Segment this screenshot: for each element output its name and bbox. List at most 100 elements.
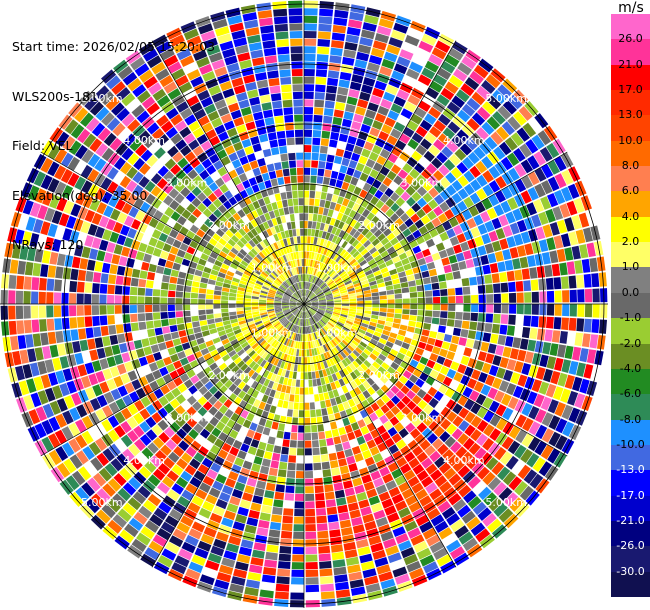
velocity-gate (300, 311, 303, 319)
velocity-gate (258, 417, 267, 427)
velocity-gate (341, 527, 353, 536)
velocity-gate (78, 328, 87, 340)
velocity-gate (583, 364, 594, 379)
velocity-gate (358, 328, 366, 335)
velocity-gate (324, 312, 332, 316)
velocity-gate (439, 365, 450, 376)
velocity-gate (505, 455, 519, 470)
velocity-gate (308, 291, 313, 298)
velocity-gate (96, 452, 110, 467)
velocity-gate (293, 309, 299, 315)
velocity-gate (395, 390, 406, 400)
velocity-gate (279, 392, 285, 401)
velocity-gate (91, 122, 106, 137)
velocity-gate (554, 304, 562, 316)
velocity-gate (237, 390, 247, 400)
velocity-gate (136, 348, 145, 358)
velocity-gate (325, 491, 335, 500)
velocity-gate (160, 312, 168, 319)
velocity-gate (338, 332, 345, 339)
velocity-gate (127, 228, 137, 239)
velocity-gate (285, 122, 294, 131)
velocity-gate (290, 53, 303, 62)
velocity-gate (336, 450, 346, 460)
velocity-gate (102, 368, 113, 380)
velocity-gate (333, 17, 348, 26)
velocity-gate (361, 371, 370, 380)
velocity-gate (164, 206, 175, 218)
velocity-gate (326, 299, 334, 302)
velocity-gate (450, 262, 460, 272)
velocity-gate (359, 442, 369, 453)
velocity-gate (475, 201, 486, 214)
velocity-gate (136, 110, 150, 124)
velocity-gate (312, 244, 317, 252)
velocity-gate (376, 278, 384, 284)
velocity-gate (330, 285, 338, 290)
velocity-gate (102, 229, 112, 241)
range-ring-label: 1.00km (316, 327, 358, 340)
velocity-gate (426, 508, 441, 520)
velocity-gate (137, 313, 146, 322)
velocity-gate (443, 467, 457, 480)
velocity-gate (344, 549, 358, 559)
velocity-gate (238, 320, 247, 325)
velocity-gate (500, 156, 513, 171)
velocity-gate (327, 77, 339, 87)
velocity-gate (26, 378, 37, 394)
velocity-gate (376, 73, 390, 84)
velocity-gate (337, 343, 345, 351)
velocity-gate (101, 147, 115, 162)
velocity-gate (422, 415, 434, 427)
velocity-gate (331, 551, 345, 561)
velocity-gate (293, 206, 299, 214)
velocity-gate (140, 396, 151, 408)
velocity-gate (504, 492, 519, 507)
velocity-gate (355, 334, 363, 341)
velocity-gate (250, 439, 260, 448)
velocity-gate (350, 371, 358, 380)
velocity-gate (108, 325, 117, 335)
velocity-gate (311, 304, 319, 306)
velocity-gate (232, 277, 240, 283)
velocity-gate (305, 569, 319, 577)
velocity-gate (137, 287, 146, 296)
velocity-gate (545, 383, 557, 398)
velocity-gate (230, 338, 239, 346)
velocity-gate (221, 442, 232, 453)
velocity-gate (355, 357, 363, 366)
velocity-gate (114, 285, 123, 295)
velocity-gate (214, 219, 223, 228)
velocity-gate (251, 296, 259, 300)
range-ring-label: 2.00km (358, 369, 400, 382)
velocity-gate (344, 448, 354, 458)
velocity-gate (412, 445, 424, 457)
velocity-gate (293, 531, 304, 539)
velocity-gate (370, 402, 380, 412)
velocity-gate (390, 103, 403, 114)
velocity-gate (331, 288, 339, 293)
velocity-gate (541, 252, 551, 265)
velocity-gate (81, 246, 91, 259)
velocity-gate (525, 139, 539, 154)
velocity-gate (396, 400, 406, 411)
velocity-gate (304, 298, 309, 304)
velocity-gate (424, 343, 434, 352)
velocity-gate (417, 291, 425, 298)
velocity-gate (113, 244, 123, 255)
velocity-gate (207, 318, 215, 325)
velocity-gate (357, 245, 366, 253)
velocity-gate (221, 291, 229, 297)
velocity-gate (152, 400, 163, 411)
velocity-gate (304, 319, 306, 327)
velocity-gate (533, 393, 545, 408)
velocity-gate (84, 209, 96, 223)
velocity-gate (297, 364, 301, 372)
velocity-gate (127, 497, 142, 511)
velocity-gate (231, 322, 239, 328)
velocity-gate (171, 483, 184, 495)
velocity-gate (340, 126, 350, 135)
velocity-gate (170, 433, 182, 445)
colorbar-tick-label: -30.0 (616, 564, 645, 578)
velocity-gate (281, 161, 289, 169)
